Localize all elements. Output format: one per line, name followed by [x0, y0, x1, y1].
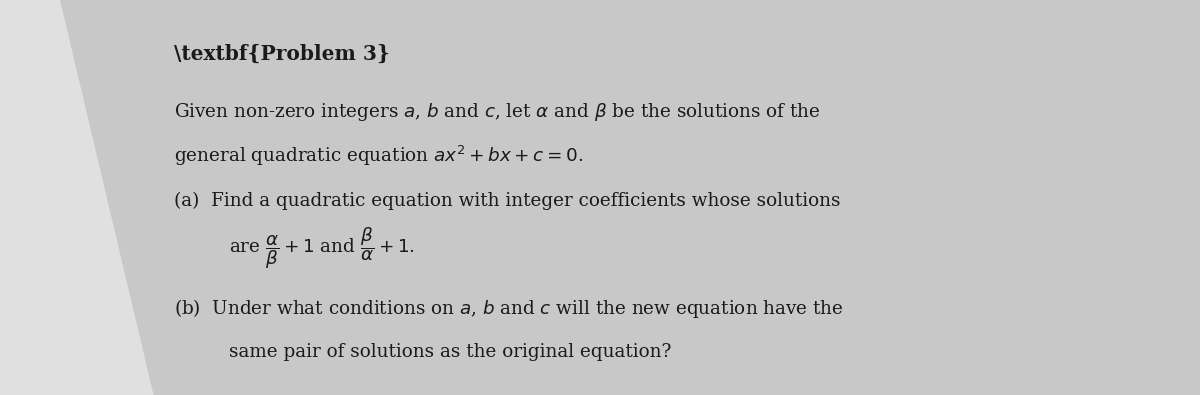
Text: same pair of solutions as the original equation?: same pair of solutions as the original e…	[229, 343, 672, 361]
Text: general quadratic equation $ax^2 + bx + c = 0$.: general quadratic equation $ax^2 + bx + …	[174, 144, 583, 168]
Text: \textbf{Problem 3}: \textbf{Problem 3}	[174, 44, 390, 64]
Text: (b)  Under what conditions on $a$, $b$ and $c$ will the new equation have the: (b) Under what conditions on $a$, $b$ an…	[174, 297, 844, 320]
Text: are $\dfrac{\alpha}{\beta} + 1$ and $\dfrac{\beta}{\alpha} + 1$.: are $\dfrac{\alpha}{\beta} + 1$ and $\df…	[229, 226, 415, 271]
Text: (a)  Find a quadratic equation with integer coefficients whose solutions: (a) Find a quadratic equation with integ…	[174, 192, 840, 210]
Text: Given non-zero integers $a$, $b$ and $c$, let $\alpha$ and $\beta$ be the soluti: Given non-zero integers $a$, $b$ and $c$…	[174, 101, 821, 123]
